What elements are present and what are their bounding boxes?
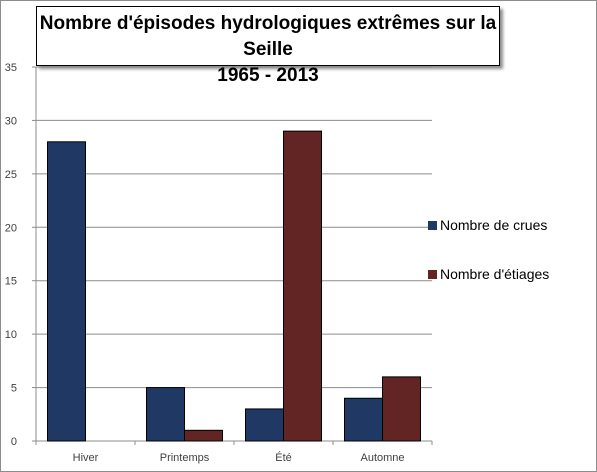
legend-label-etiages: Nombre d'étiages [440,266,549,282]
chart-subtitle: 1965 - 2013 [217,65,319,86]
x-tick-label-hiver: Hiver [73,452,99,464]
y-tick-label-5: 5 [11,383,17,395]
x-tick-label-automne: Automne [360,452,404,464]
y-tick-label-30: 30 [5,115,17,127]
grid-lines [36,66,432,389]
legend-label-crues: Nombre de crues [440,217,547,233]
bars [47,130,421,442]
bar-crues-été [245,408,284,442]
chart-title: Nombre d'épisodes hydrologiques extrêmes… [39,13,497,60]
bar-crues-hiver [47,141,86,442]
chart-title-box: Nombre d'épisodes hydrologiques extrêmes… [36,6,500,86]
legend: Nombre de crues Nombre d'étiages [428,217,549,282]
y-tick-label-20: 20 [5,222,17,234]
bar-etiages-printemps [184,429,223,442]
y-tick-label-25: 25 [5,169,17,181]
y-tick-label-15: 15 [5,276,17,288]
bar-etiages-été [283,130,322,442]
legend-swatch-crues [428,221,437,230]
x-tick-label-printemps: Printemps [160,452,210,464]
y-tick-label-35: 35 [5,62,17,74]
y-tick-label-10: 10 [5,329,17,341]
legend-swatch-etiages [428,270,437,279]
x-tick-label-été: Été [275,451,292,464]
bar-crues-automne [344,397,383,442]
bar-etiages-automne [382,376,421,442]
bar-crues-printemps [146,387,185,442]
y-tick-label-0: 0 [11,436,17,448]
